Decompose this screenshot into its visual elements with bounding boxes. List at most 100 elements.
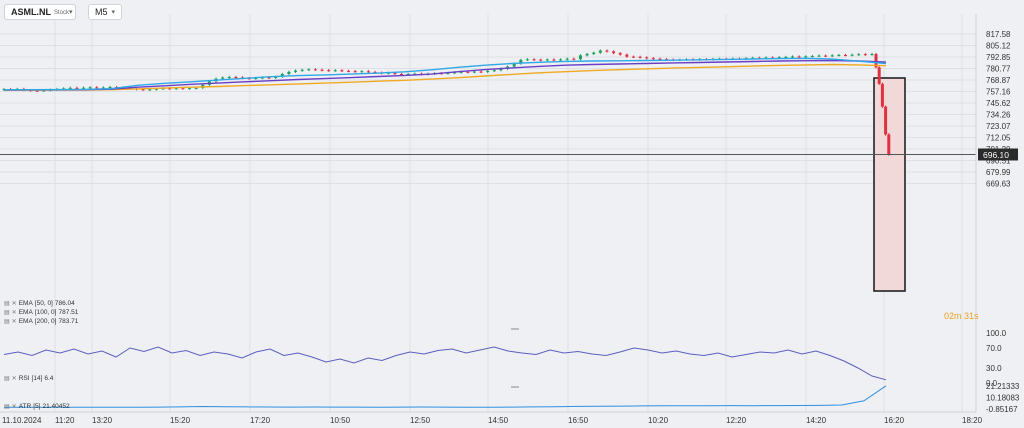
candle-body: [108, 87, 112, 89]
rsi-axis-label: 0.0: [986, 379, 998, 388]
candle-body: [578, 55, 582, 60]
indicator-atr-row[interactable]: ▤ ✕ ATR [5] 21.40452: [4, 403, 70, 410]
candle-body: [227, 76, 231, 78]
indicator-value: 783.71: [58, 318, 79, 325]
candle-body: [393, 72, 397, 74]
timeframe-selector[interactable]: M5 ▾: [88, 4, 122, 20]
candle-body: [174, 88, 178, 90]
indicator-name: EMA: [18, 309, 33, 316]
candle-body: [552, 59, 556, 61]
candle-body: [877, 67, 881, 84]
candle-body: [373, 71, 377, 73]
candle-body: [446, 72, 450, 74]
symbol-selector[interactable]: ASML.NL Stock ▾: [4, 4, 76, 20]
candle-body: [287, 71, 291, 74]
candle-body: [559, 59, 563, 61]
axes-layer: 696.10 817.58 805.12 792.85 780.77 768.87 757.…: [0, 14, 1020, 425]
indicator-settings-icon[interactable]: ▤: [4, 376, 10, 382]
candle-body: [605, 50, 609, 52]
candle-body: [625, 54, 629, 57]
highlight-box: [873, 77, 906, 292]
candle-body: [638, 56, 642, 58]
indicator-close-icon[interactable]: ✕: [11, 310, 17, 316]
candle-body: [101, 87, 105, 89]
candle-body: [492, 70, 496, 72]
indicator-settings-icon[interactable]: ▤: [4, 301, 10, 307]
rsi-axis-label: 30.0: [986, 364, 1002, 373]
indicator-name: ATR: [18, 403, 32, 410]
time-axis-label: 16:50: [568, 416, 589, 425]
indicator-settings-icon[interactable]: ▤: [4, 310, 10, 316]
countdown-seconds-unit: s: [974, 311, 979, 321]
current-price-tag: [978, 148, 1018, 161]
candle-body: [572, 58, 576, 60]
rsi-axis-label: 70.0: [986, 344, 1002, 353]
candle-body: [313, 69, 317, 71]
candle-body: [221, 77, 225, 79]
indicator-rsi-row[interactable]: ▤ ✕ RSI [14] 6.4: [4, 375, 53, 382]
indicator-settings-icon[interactable]: ▤: [4, 319, 10, 325]
candle-body: [459, 71, 463, 73]
price-axis-label: 679.99: [986, 168, 1011, 177]
countdown-minutes: 02: [944, 311, 955, 321]
candle-body: [612, 51, 616, 54]
candle-body: [810, 56, 814, 58]
time-axis-label: 12:50: [410, 416, 431, 425]
candle-body: [777, 57, 781, 59]
rsi-axis-label: 100.0: [986, 329, 1007, 338]
indicator-ema100-row[interactable]: ▤ ✕ EMA [100, 0] 787.51: [4, 309, 78, 316]
candle-body: [843, 54, 847, 56]
candle-body: [347, 70, 351, 72]
indicator-ema200-row[interactable]: ▤ ✕ EMA [200, 0] 783.71: [4, 318, 78, 325]
indicator-settings-icon[interactable]: ▤: [4, 404, 10, 410]
indicator-params: [200, 0]: [34, 318, 57, 325]
chart-grid: [0, 14, 976, 412]
candle-body: [68, 87, 72, 89]
candle-body: [294, 70, 298, 72]
candle-body: [850, 54, 854, 56]
candle-body: [260, 77, 264, 79]
candle-body: [340, 70, 344, 72]
timeframe-label: M5: [95, 7, 108, 17]
price-axis-label: 723.07: [986, 122, 1011, 131]
indicator-close-icon[interactable]: ✕: [11, 301, 17, 307]
candle-body: [585, 53, 589, 56]
sub-panels-layer: [3, 328, 887, 408]
time-axis-label: 12:20: [726, 416, 747, 425]
indicator-close-icon[interactable]: ✕: [11, 376, 17, 382]
candle-body: [154, 88, 158, 90]
time-axis-label: 11:20: [55, 416, 75, 425]
candle-body: [366, 71, 370, 73]
candle-body: [525, 59, 529, 61]
candle-body: [360, 71, 364, 73]
atr-axis-label: 10.18083: [986, 394, 1020, 403]
candle-body: [651, 58, 655, 60]
candle-body: [837, 54, 841, 56]
price-axis-label: 768.87: [986, 76, 1011, 85]
atr-axis-label: 21.21333: [986, 382, 1020, 391]
candle-body: [274, 76, 278, 78]
candle-body: [327, 70, 331, 72]
symbol-name: ASML.NL: [11, 7, 51, 17]
time-axis-label: 18:20: [962, 416, 983, 425]
indicator-close-icon[interactable]: ✕: [11, 319, 17, 325]
candle-body: [884, 106, 888, 135]
indicator-close-icon[interactable]: ✕: [11, 404, 17, 410]
candle-body: [254, 78, 258, 80]
candle-body: [817, 55, 821, 57]
candle-body: [486, 70, 490, 72]
ema-lines-layer: [3, 57, 887, 91]
candle-body: [400, 73, 404, 75]
countdown-seconds: 31: [964, 311, 975, 321]
indicator-ema50-row[interactable]: ▤ ✕ EMA [50, 0] 786.04: [4, 300, 75, 307]
candle-body: [386, 72, 390, 74]
candle-body: [234, 76, 238, 78]
candle-body: [545, 59, 549, 61]
time-axis-label: 14:20: [806, 416, 827, 425]
time-axis-label: 15:20: [170, 416, 191, 425]
chevron-down-icon: ▾: [69, 9, 73, 16]
candle-body: [35, 90, 39, 92]
indicator-value: 21.40452: [42, 403, 70, 410]
